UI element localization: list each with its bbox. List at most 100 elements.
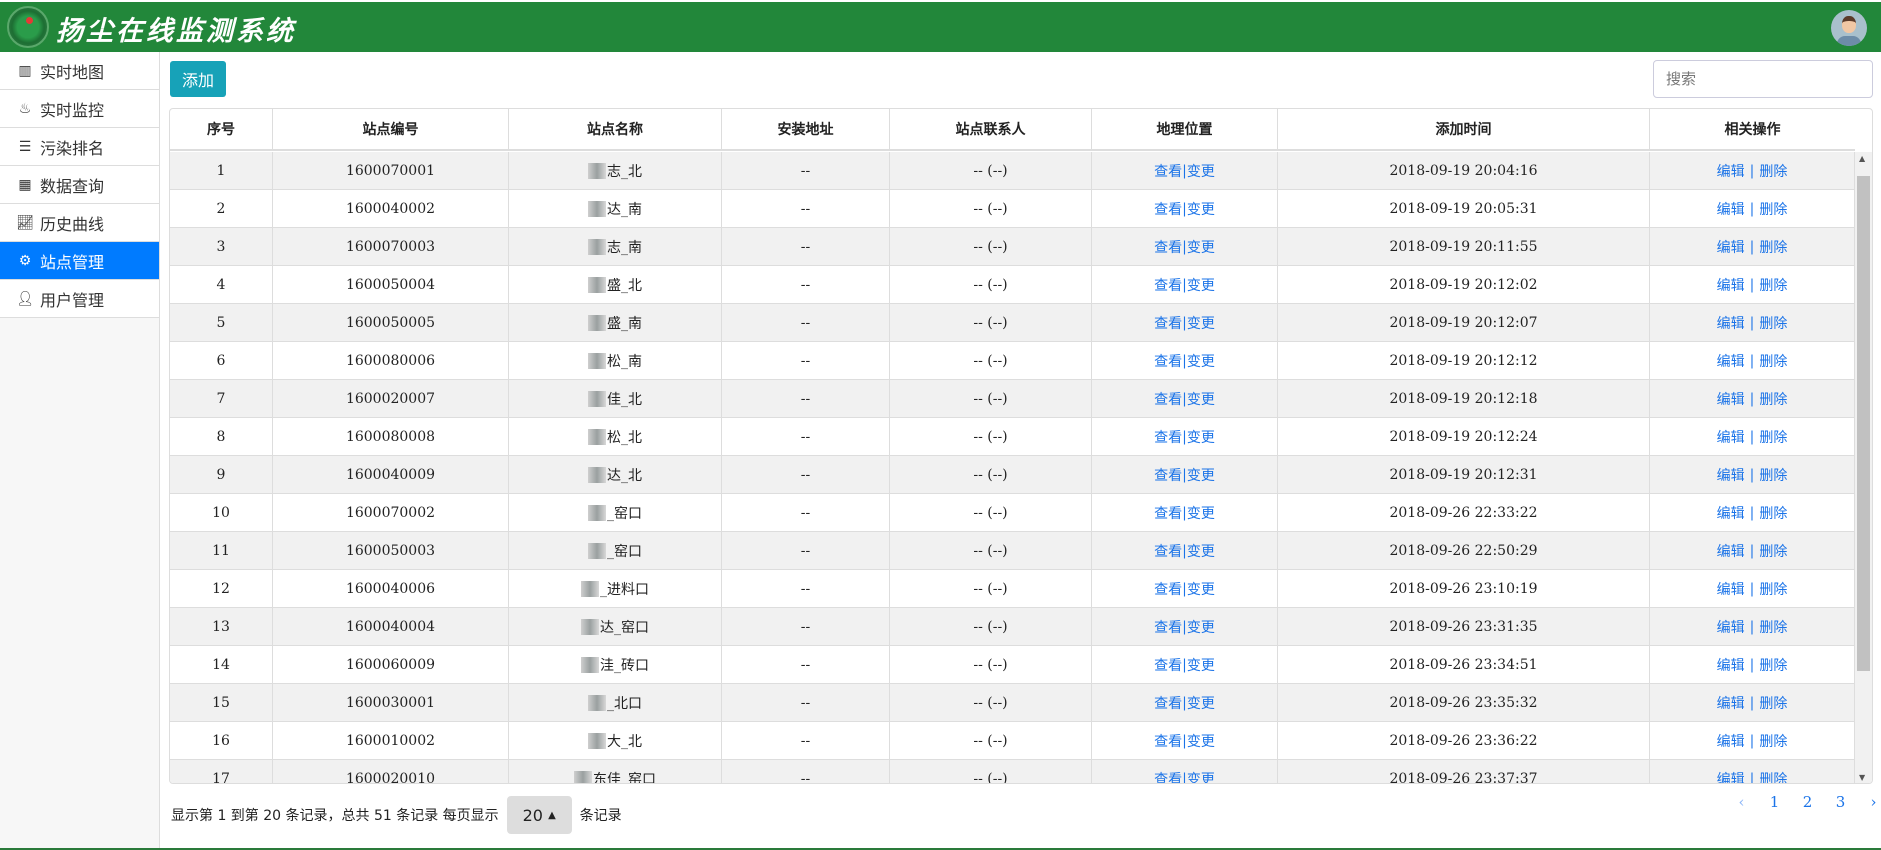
page-size-select[interactable]: 20 ▲ bbox=[506, 796, 572, 834]
change-location-link[interactable]: 变更 bbox=[1186, 505, 1215, 522]
view-location-link[interactable]: 查看 bbox=[1154, 353, 1183, 370]
sidebar-item-query[interactable]: ▦ 数据查询 bbox=[0, 166, 159, 204]
view-location-link[interactable]: 查看 bbox=[1154, 429, 1183, 446]
change-location-link[interactable]: 变更 bbox=[1186, 239, 1215, 256]
column-header[interactable]: 添加时间 bbox=[1278, 109, 1650, 149]
change-location-link[interactable]: 变更 bbox=[1186, 277, 1215, 294]
edit-link[interactable]: 编辑 bbox=[1716, 657, 1745, 674]
edit-link[interactable]: 编辑 bbox=[1716, 277, 1745, 294]
page-3[interactable]: 3 bbox=[1835, 793, 1846, 811]
page-2[interactable]: 2 bbox=[1802, 793, 1813, 811]
change-location-link[interactable]: 变更 bbox=[1186, 581, 1215, 598]
view-location-link[interactable]: 查看 bbox=[1154, 467, 1183, 484]
delete-link[interactable]: 删除 bbox=[1759, 163, 1788, 180]
scrollbar[interactable]: ▲ ▼ bbox=[1855, 152, 1872, 783]
edit-link[interactable]: 编辑 bbox=[1716, 771, 1745, 784]
edit-link[interactable]: 编辑 bbox=[1716, 695, 1745, 712]
change-location-link[interactable]: 变更 bbox=[1186, 429, 1215, 446]
change-location-link[interactable]: 变更 bbox=[1186, 657, 1215, 674]
delete-link[interactable]: 删除 bbox=[1759, 391, 1788, 408]
delete-link[interactable]: 删除 bbox=[1759, 353, 1788, 370]
search-input[interactable] bbox=[1653, 60, 1873, 98]
view-location-link[interactable]: 查看 bbox=[1154, 733, 1183, 750]
column-header[interactable]: 序号 bbox=[170, 109, 273, 149]
column-header[interactable]: 地理位置 bbox=[1092, 109, 1278, 149]
delete-link[interactable]: 删除 bbox=[1759, 695, 1788, 712]
edit-link[interactable]: 编辑 bbox=[1716, 543, 1745, 560]
column-header[interactable]: 安装地址 bbox=[722, 109, 890, 149]
edit-link[interactable]: 编辑 bbox=[1716, 505, 1745, 522]
change-location-link[interactable]: 变更 bbox=[1186, 543, 1215, 560]
column-header[interactable]: 站点联系人 bbox=[890, 109, 1092, 149]
delete-link[interactable]: 删除 bbox=[1759, 771, 1788, 784]
edit-link[interactable]: 编辑 bbox=[1716, 353, 1745, 370]
page-1[interactable]: 1 bbox=[1769, 793, 1780, 811]
delete-link[interactable]: 删除 bbox=[1759, 315, 1788, 332]
edit-link[interactable]: 编辑 bbox=[1716, 733, 1745, 750]
cell-index: 15 bbox=[170, 684, 273, 721]
view-location-link[interactable]: 查看 bbox=[1154, 391, 1183, 408]
change-location-link[interactable]: 变更 bbox=[1186, 695, 1215, 712]
edit-link[interactable]: 编辑 bbox=[1716, 581, 1745, 598]
sidebar-item-user-management[interactable]: 👤︎ 用户管理 bbox=[0, 280, 159, 318]
delete-link[interactable]: 删除 bbox=[1759, 657, 1788, 674]
change-location-link[interactable]: 变更 bbox=[1186, 163, 1215, 180]
change-location-link[interactable]: 变更 bbox=[1186, 619, 1215, 636]
edit-link[interactable]: 编辑 bbox=[1716, 467, 1745, 484]
delete-link[interactable]: 删除 bbox=[1759, 239, 1788, 256]
prev-page[interactable]: ‹ bbox=[1738, 793, 1745, 811]
view-location-link[interactable]: 查看 bbox=[1154, 771, 1183, 784]
table-row: 9 1600040009 达_北 -- -- (--) 查看 | 变更 2018-09-19 2… bbox=[170, 456, 1855, 494]
column-header[interactable]: 站点名称 bbox=[509, 109, 722, 149]
edit-link[interactable]: 编辑 bbox=[1716, 429, 1745, 446]
view-location-link[interactable]: 查看 bbox=[1154, 239, 1183, 256]
delete-link[interactable]: 删除 bbox=[1759, 619, 1788, 636]
delete-link[interactable]: 删除 bbox=[1759, 505, 1788, 522]
view-location-link[interactable]: 查看 bbox=[1154, 315, 1183, 332]
view-location-link[interactable]: 查看 bbox=[1154, 505, 1183, 522]
add-button[interactable]: 添加 bbox=[170, 61, 226, 97]
change-location-link[interactable]: 变更 bbox=[1186, 771, 1215, 784]
delete-link[interactable]: 删除 bbox=[1759, 201, 1788, 218]
cell-location: 查看 | 变更 bbox=[1092, 380, 1278, 417]
delete-link[interactable]: 删除 bbox=[1759, 543, 1788, 560]
sidebar-item-history[interactable]: 📈︎ 历史曲线 bbox=[0, 204, 159, 242]
next-page[interactable]: › bbox=[1870, 793, 1877, 811]
delete-link[interactable]: 删除 bbox=[1759, 581, 1788, 598]
column-header[interactable]: 相关操作 bbox=[1724, 122, 1781, 138]
edit-link[interactable]: 编辑 bbox=[1716, 201, 1745, 218]
edit-link[interactable]: 编辑 bbox=[1716, 163, 1745, 180]
view-location-link[interactable]: 查看 bbox=[1154, 543, 1183, 560]
edit-link[interactable]: 编辑 bbox=[1716, 315, 1745, 332]
edit-link[interactable]: 编辑 bbox=[1716, 391, 1745, 408]
change-location-link[interactable]: 变更 bbox=[1186, 353, 1215, 370]
change-location-link[interactable]: 变更 bbox=[1186, 733, 1215, 750]
change-location-link[interactable]: 变更 bbox=[1186, 315, 1215, 332]
sidebar-item-station-management[interactable]: ⚙ 站点管理 bbox=[0, 242, 159, 280]
delete-link[interactable]: 删除 bbox=[1759, 733, 1788, 750]
column-header[interactable]: 站点编号 bbox=[273, 109, 509, 149]
view-location-link[interactable]: 查看 bbox=[1154, 619, 1183, 636]
view-location-link[interactable]: 查看 bbox=[1154, 695, 1183, 712]
view-location-link[interactable]: 查看 bbox=[1154, 163, 1183, 180]
scroll-down-icon[interactable]: ▼ bbox=[1859, 773, 1866, 782]
view-location-link[interactable]: 查看 bbox=[1154, 657, 1183, 674]
scroll-up-icon[interactable]: ▲ bbox=[1859, 154, 1866, 163]
view-location-link[interactable]: 查看 bbox=[1154, 581, 1183, 598]
delete-link[interactable]: 删除 bbox=[1759, 429, 1788, 446]
contact-text: -- (--) bbox=[973, 618, 1008, 635]
sidebar-item-monitor[interactable]: ♨ 实时监控 bbox=[0, 90, 159, 128]
edit-link[interactable]: 编辑 bbox=[1716, 239, 1745, 256]
edit-link[interactable]: 编辑 bbox=[1716, 619, 1745, 636]
change-location-link[interactable]: 变更 bbox=[1186, 391, 1215, 408]
scrollbar-thumb[interactable] bbox=[1857, 176, 1870, 671]
sidebar-item-map[interactable]: ▥ 实时地图 bbox=[0, 52, 159, 90]
sidebar-item-ranking[interactable]: ☰ 污染排名 bbox=[0, 128, 159, 166]
view-location-link[interactable]: 查看 bbox=[1154, 201, 1183, 218]
user-avatar[interactable] bbox=[1831, 10, 1867, 46]
delete-link[interactable]: 删除 bbox=[1759, 467, 1788, 484]
delete-link[interactable]: 删除 bbox=[1759, 277, 1788, 294]
view-location-link[interactable]: 查看 bbox=[1154, 277, 1183, 294]
change-location-link[interactable]: 变更 bbox=[1186, 467, 1215, 484]
change-location-link[interactable]: 变更 bbox=[1186, 201, 1215, 218]
